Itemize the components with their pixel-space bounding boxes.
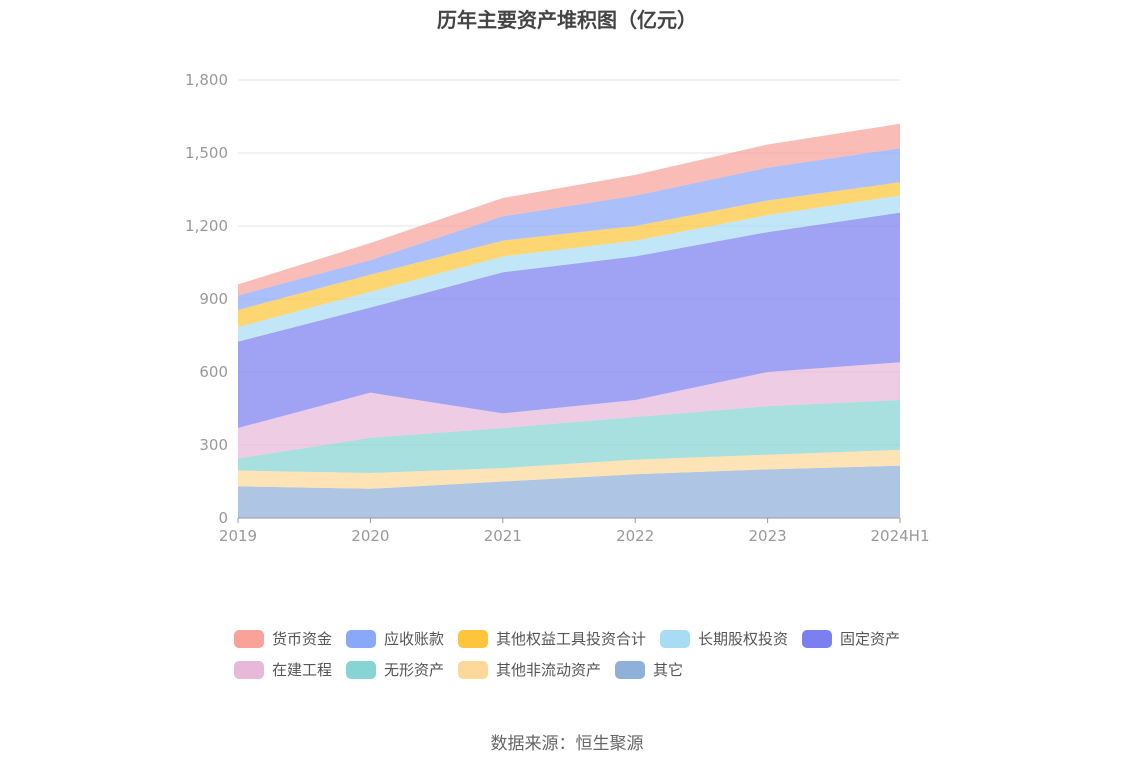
- legend-swatch: [457, 660, 488, 679]
- area-series-0: [238, 465, 900, 518]
- legend-swatch: [615, 660, 645, 679]
- legend-swatch: [233, 629, 264, 648]
- area-series-7: [238, 148, 900, 310]
- stacked-area-chart: 0 300 600 900 1,200 1,500 1,800 2019 2020 2021 202…: [185, 71, 930, 545]
- area-series-6: [238, 182, 900, 327]
- x-tick-label: 2023: [749, 527, 787, 545]
- y-tick-label: 900: [199, 290, 228, 308]
- legend-row: 在建工程 无形资产 其他非流动资产 其它: [0, 659, 1134, 680]
- y-tick-label: 300: [199, 436, 228, 454]
- legend-swatch: [345, 629, 376, 648]
- x-tick-label: 2022: [616, 527, 654, 545]
- legend: 货币资金 应收账款 其他权益工具投资合计 长期股权投资 固定资产 在建工程 无形资产 其他非…: [0, 628, 1134, 690]
- legend-swatch: [345, 660, 376, 679]
- area-series-1: [238, 449, 900, 489]
- y-tick-label: 1,500: [185, 144, 228, 162]
- legend-label: 其他非流动资产: [495, 661, 601, 679]
- y-tick-label: 600: [199, 363, 228, 381]
- legend-label: 货币资金: [271, 630, 332, 648]
- y-tick-label: 0: [218, 509, 228, 527]
- area-series-8: [238, 123, 900, 296]
- legend-item[interactable]: 其他非流动资产: [457, 659, 601, 680]
- x-tick-label: 2021: [484, 527, 522, 545]
- area-series-3: [238, 362, 900, 459]
- legend-swatch: [233, 660, 264, 679]
- legend-item[interactable]: 应收账款: [345, 628, 444, 649]
- legend-swatch: [660, 629, 690, 648]
- legend-label: 应收账款: [383, 630, 444, 648]
- area-series-2: [238, 399, 900, 473]
- legend-item[interactable]: 货币资金: [233, 628, 332, 649]
- legend-item[interactable]: 在建工程: [233, 659, 332, 680]
- chart-title: 历年主要资产堆积图（亿元）: [437, 8, 697, 32]
- area-series-4: [238, 212, 900, 428]
- legend-label: 长期股权投资: [698, 630, 789, 648]
- x-tick-label: 2020: [351, 527, 389, 545]
- x-tick-label: 2019: [219, 527, 257, 545]
- legend-swatch: [802, 629, 833, 648]
- legend-item[interactable]: 其它: [615, 659, 683, 680]
- legend-item[interactable]: 无形资产: [345, 659, 444, 680]
- legend-label: 其他权益工具投资合计: [495, 630, 646, 648]
- area-series-5: [238, 195, 900, 342]
- legend-label: 固定资产: [840, 630, 901, 648]
- x-tick-label: 2024H1: [871, 527, 930, 545]
- legend-item[interactable]: 其他权益工具投资合计: [457, 628, 646, 649]
- legend-swatch: [457, 629, 488, 648]
- data-source: 数据来源：恒生聚源: [490, 734, 644, 754]
- y-tick-label: 1,200: [185, 217, 228, 235]
- legend-item[interactable]: 长期股权投资: [660, 628, 788, 649]
- legend-label: 其它: [653, 661, 684, 679]
- y-tick-label: 1,800: [185, 71, 228, 89]
- legend-item[interactable]: 固定资产: [802, 628, 900, 649]
- legend-row: 货币资金 应收账款 其他权益工具投资合计 长期股权投资 固定资产: [0, 628, 1134, 649]
- legend-label: 无形资产: [383, 661, 444, 679]
- legend-label: 在建工程: [271, 661, 332, 679]
